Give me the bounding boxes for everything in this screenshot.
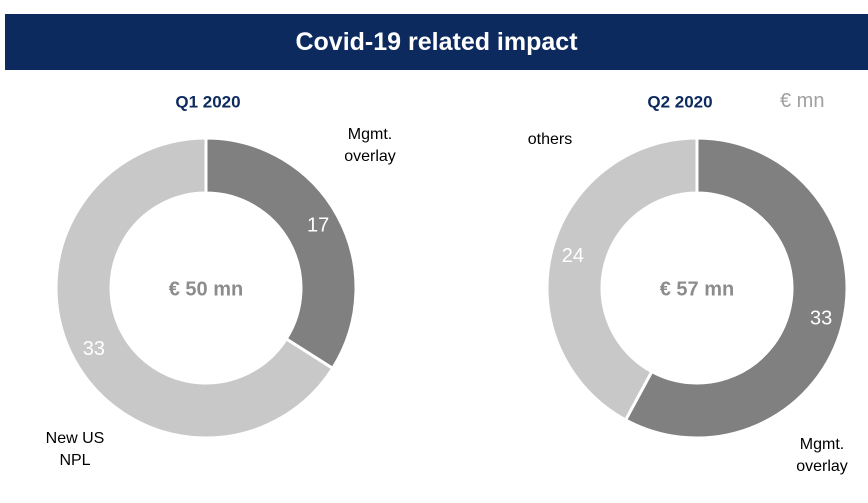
center-label: € 50 mn [169,278,243,300]
value-label: 24 [562,245,584,267]
donut-segment [545,136,699,422]
unit-label: € mn [780,90,825,112]
category-label: others [527,131,573,148]
chart-title: Q2 2020 [647,92,712,111]
donut-segment [623,136,849,440]
center-label: € 57 mn [660,278,734,300]
category-label: Mgmt. overlay [796,436,848,475]
header-title: Covid-19 related impact [5,14,868,70]
donut-segment [204,136,358,371]
donut-segment [54,136,335,440]
category-label: New US NPL [45,430,105,469]
value-label: 33 [810,308,832,330]
value-label: 33 [83,338,105,360]
value-label: 17 [307,215,329,237]
category-label: Mgmt. overlay [344,126,396,165]
chart-title: Q1 2020 [175,92,240,111]
